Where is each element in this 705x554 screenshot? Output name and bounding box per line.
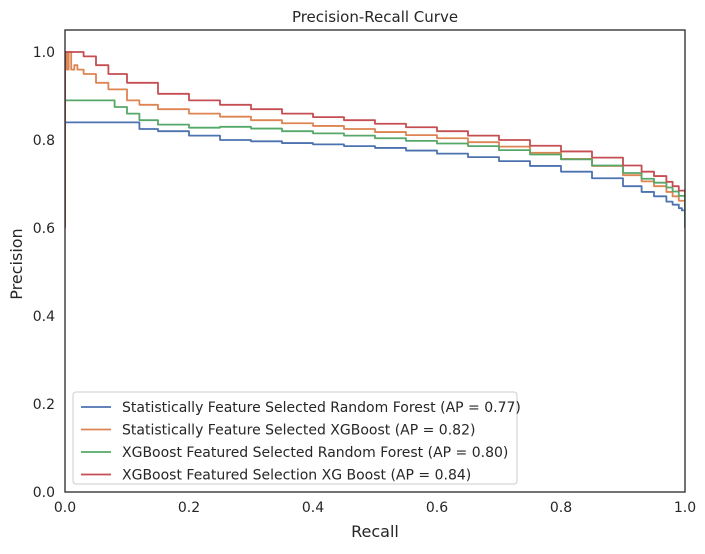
series-line-3 [65,99,685,228]
legend: Statistically Feature Selected Random Fo… [72,391,521,485]
y-tick-label: 0.2 [33,397,55,413]
legend-label: XGBoost Featured Selection XG Boost (AP … [122,468,471,484]
y-tick-label: 0.0 [33,485,55,501]
x-tick-label: 0.4 [302,500,324,516]
legend-label: Statistically Feature Selected XGBoost (… [122,423,475,439]
legend-label: XGBoost Featured Selected Random Forest … [122,445,508,461]
x-axis-label: Recall [351,522,399,541]
y-tick-labels: 0.0 0.2 0.4 0.6 0.8 1.0 [33,45,55,501]
legend-label: Statistically Feature Selected Random Fo… [122,400,521,416]
y-tick-label: 1.0 [33,45,55,61]
series-line-2 [65,51,685,228]
plot-area [65,51,685,228]
y-tick-label: 0.6 [33,221,55,237]
x-tick-label: 0.8 [550,500,572,516]
y-tick-label: 0.8 [33,133,55,149]
x-tick-label: 0.2 [178,500,200,516]
y-axis-label: Precision [7,228,26,299]
chart-title: Precision-Recall Curve [292,8,458,26]
x-tick-labels: 0.0 0.2 0.4 0.6 0.8 1.0 [54,500,696,516]
x-tick-label: 0.0 [54,500,76,516]
x-tick-label: 0.6 [426,500,448,516]
series-line-4 [65,51,685,228]
y-tick-label: 0.4 [33,309,55,325]
plot-frame [64,29,686,493]
legend-box [72,391,518,485]
series-line-1 [65,121,685,228]
x-tick-label: 1.0 [674,500,696,516]
